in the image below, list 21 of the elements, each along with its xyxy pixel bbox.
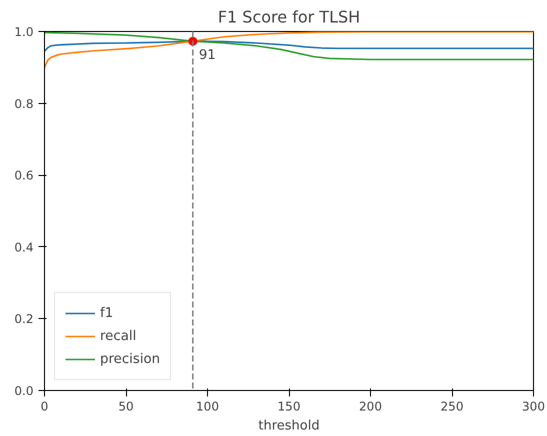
x-tick-label: 150 [278,400,300,414]
legend-label: precision [100,352,160,366]
legend-label: recall [100,328,136,344]
chart-title: F1 Score for TLSH [218,8,360,26]
x-tick-label: 0 [40,400,48,414]
y-tick-label: 0.0 [14,384,34,398]
y-tick-label: 0.8 [14,96,34,111]
x-axis-title: threshold [258,418,320,434]
x-tick-label: 300 [522,400,545,414]
y-tick-label: 0.2 [14,312,34,326]
line-series [44,32,534,60]
x-tick-label: 200 [359,400,382,414]
y-tick-label: 0.6 [14,168,34,183]
x-tick-label: 250 [440,400,464,414]
annotation: 91 [198,48,216,64]
legend-label: f1 [100,306,114,320]
line-series [44,32,534,68]
y-tick-label: 1.0 [14,25,34,39]
x-tick-label: 50 [118,400,134,414]
y-tick-label: 0.4 [14,240,34,254]
x-tick-label: 100 [196,400,219,414]
